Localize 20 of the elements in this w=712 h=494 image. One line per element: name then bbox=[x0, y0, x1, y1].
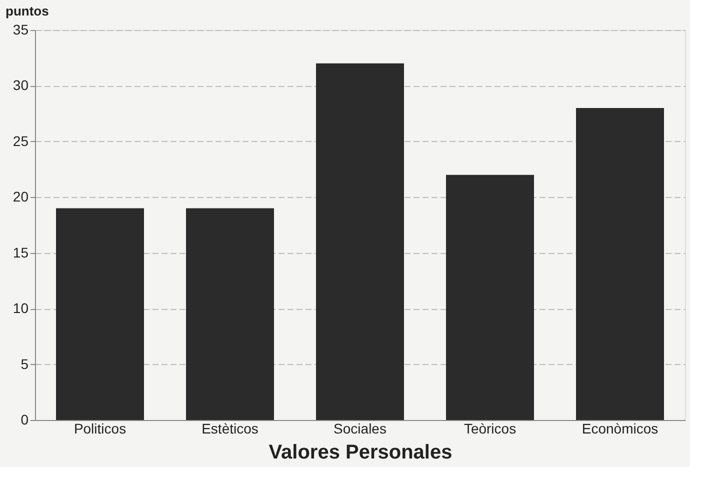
y-tick-label: 20 bbox=[12, 188, 29, 205]
bar bbox=[316, 63, 404, 420]
bar bbox=[446, 174, 534, 420]
x-tick-label: Estèticos bbox=[202, 420, 258, 436]
bar bbox=[186, 208, 274, 420]
x-tick-label: Econòmicos bbox=[582, 420, 658, 436]
y-tick-label: 15 bbox=[12, 244, 29, 260]
y-tick-label: 25 bbox=[12, 132, 29, 149]
x-tick-label: Teòricos bbox=[464, 420, 516, 436]
y-tick-label: 10 bbox=[12, 300, 29, 316]
y-tick-label: 0 bbox=[20, 412, 29, 428]
x-tick-label: Politicos bbox=[74, 420, 126, 436]
bar bbox=[56, 208, 144, 420]
y-tick-label: 5 bbox=[20, 356, 29, 372]
y-axis-title: puntos bbox=[6, 4, 49, 18]
y-tick-label: 35 bbox=[12, 22, 29, 38]
x-axis-title: Valores Personales bbox=[268, 442, 452, 464]
y-tick-label: 30 bbox=[12, 77, 29, 94]
x-tick-label: Sociales bbox=[334, 420, 386, 436]
bar bbox=[576, 108, 664, 420]
